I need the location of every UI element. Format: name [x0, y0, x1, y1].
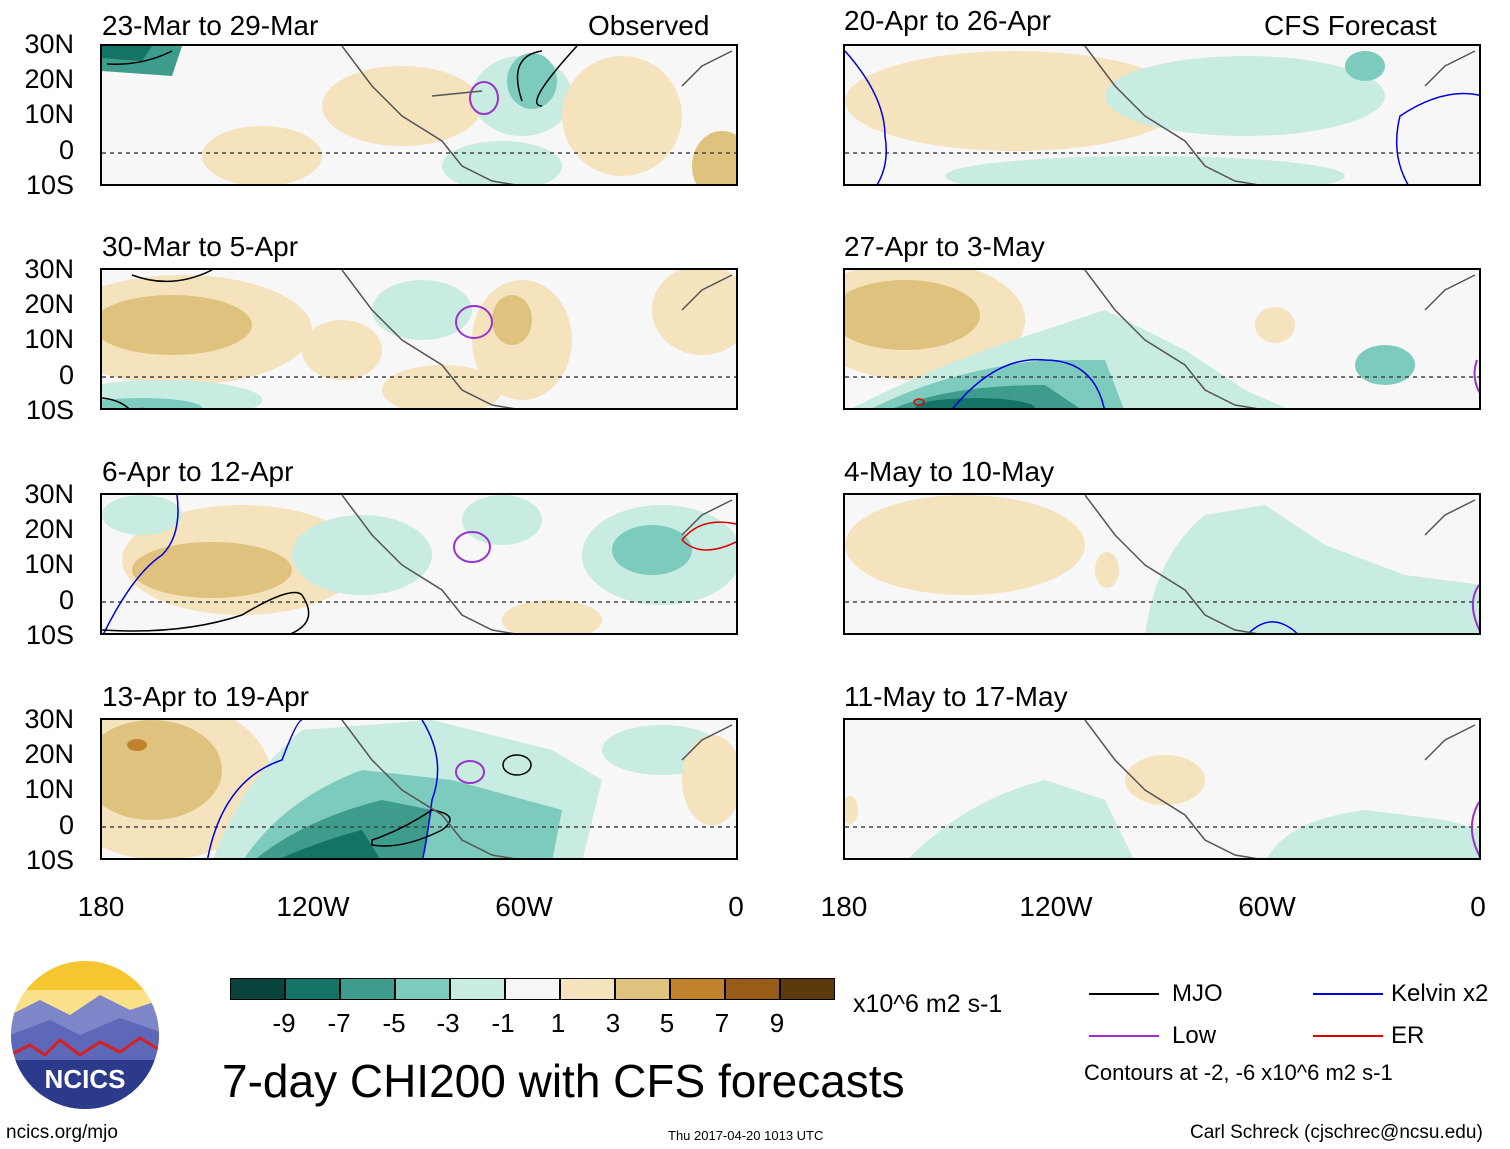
colorbar-label: 7	[714, 1008, 730, 1038]
footer-author: Carl Schreck (cjschrec@ncsu.edu)	[1190, 1122, 1483, 1143]
lon-label: 60W	[1238, 891, 1296, 922]
lat-label: 20N	[24, 64, 74, 94]
colorbar-label: 3	[605, 1008, 621, 1038]
panel-title-l2: 30-Mar to 5-Apr	[102, 231, 299, 262]
legend-line-er	[1313, 1035, 1383, 1037]
legend-line-kelvin	[1313, 993, 1383, 995]
legend-line-mjo	[1089, 993, 1159, 995]
lon-label: 60W	[495, 891, 553, 922]
colorbar-swatch	[725, 978, 780, 1000]
lat-label: 0	[58, 360, 74, 390]
legend-label-low: Low	[1172, 1022, 1217, 1049]
map-panel-r4	[843, 718, 1481, 860]
colorbar-swatch	[505, 978, 560, 1000]
colorbar-swatch	[230, 978, 285, 1000]
main-title: 7-day CHI200 with CFS forecasts	[222, 1055, 905, 1107]
map-panel-r1	[843, 44, 1481, 186]
panel-title-r1: 20-Apr to 26-Apr	[844, 5, 1051, 36]
map-panel-r3	[843, 493, 1481, 635]
lat-label: 20N	[24, 289, 74, 319]
map-panel-l3	[100, 493, 738, 635]
colorbar-label: 1	[550, 1008, 566, 1038]
legend-note: Contours at -2, -6 x10^6 m2 s-1	[1084, 1060, 1393, 1085]
lat-label: 10N	[24, 99, 74, 129]
colorbar-swatch	[780, 978, 835, 1000]
map-panel-r2	[843, 268, 1481, 410]
panel-tag-cfs-forecast: CFS Forecast	[1264, 10, 1437, 41]
lat-label: 10S	[25, 620, 74, 650]
lat-label: 10N	[24, 324, 74, 354]
panel-title-l3: 6-Apr to 12-Apr	[102, 456, 294, 487]
colorbar-label: -3	[436, 1008, 460, 1038]
legend-line-low	[1089, 1035, 1159, 1037]
legend-label-mjo: MJO	[1172, 980, 1223, 1007]
footer-timestamp: Thu 2017-04-20 1013 UTC	[668, 1128, 824, 1143]
map-panel-l1	[100, 44, 738, 186]
map-panel-l2	[100, 268, 738, 410]
lat-label: 20N	[24, 739, 74, 769]
lat-label: 0	[58, 585, 74, 615]
lon-label: 180	[820, 891, 868, 922]
colorbar-label: -1	[491, 1008, 515, 1038]
lat-label: 0	[58, 810, 74, 840]
panel-title-l1: 23-Mar to 29-Mar	[102, 10, 319, 41]
panel-title-l4: 13-Apr to 19-Apr	[102, 681, 309, 712]
ncics-logo: NCICS	[10, 960, 160, 1110]
lon-label: 120W	[1019, 891, 1093, 922]
lat-label: 30N	[24, 29, 74, 59]
lon-label: 0	[1470, 891, 1486, 922]
lat-label: 10N	[24, 774, 74, 804]
lon-label: 0	[728, 891, 744, 922]
colorbar-swatch	[560, 978, 615, 1000]
panel-title-r3: 4-May to 10-May	[844, 456, 1055, 487]
lon-label: 120W	[276, 891, 350, 922]
colorbar-swatch	[395, 978, 450, 1000]
panel-tag-observed: Observed	[588, 10, 710, 41]
map-panel-l4	[100, 718, 738, 860]
colorbar-swatch	[450, 978, 505, 1000]
lat-label: 20N	[24, 514, 74, 544]
lat-label: 0	[58, 135, 74, 165]
lat-label: 10N	[24, 549, 74, 579]
colorbar-label: -5	[382, 1008, 406, 1038]
lat-label: 30N	[24, 254, 74, 284]
logo-text: NCICS	[45, 1064, 126, 1094]
lat-label: 10S	[25, 845, 74, 875]
colorbar-swatch	[670, 978, 725, 1000]
lat-label: 10S	[25, 395, 74, 425]
footer-url[interactable]: ncics.org/mjo	[6, 1122, 118, 1143]
lat-label: 30N	[24, 704, 74, 734]
colorbar-swatch	[615, 978, 670, 1000]
lat-label: 10S	[25, 170, 74, 200]
colorbar-label: -9	[272, 1008, 296, 1038]
colorbar-label: -7	[327, 1008, 351, 1038]
legend-label-kelvin: Kelvin x2	[1391, 980, 1489, 1007]
panel-title-r2: 27-Apr to 3-May	[844, 231, 1045, 262]
colorbar-swatch	[340, 978, 395, 1000]
colorbar-swatch	[285, 978, 340, 1000]
lon-label: 180	[77, 891, 125, 922]
colorbar-label: 5	[659, 1008, 675, 1038]
panel-title-r4: 11-May to 17-May	[844, 681, 1068, 712]
lat-label: 30N	[24, 479, 74, 509]
colorbar-label: 9	[769, 1008, 785, 1038]
colorbar-units: x10^6 m2 s-1	[853, 990, 1003, 1018]
legend-label-er: ER	[1391, 1022, 1425, 1049]
